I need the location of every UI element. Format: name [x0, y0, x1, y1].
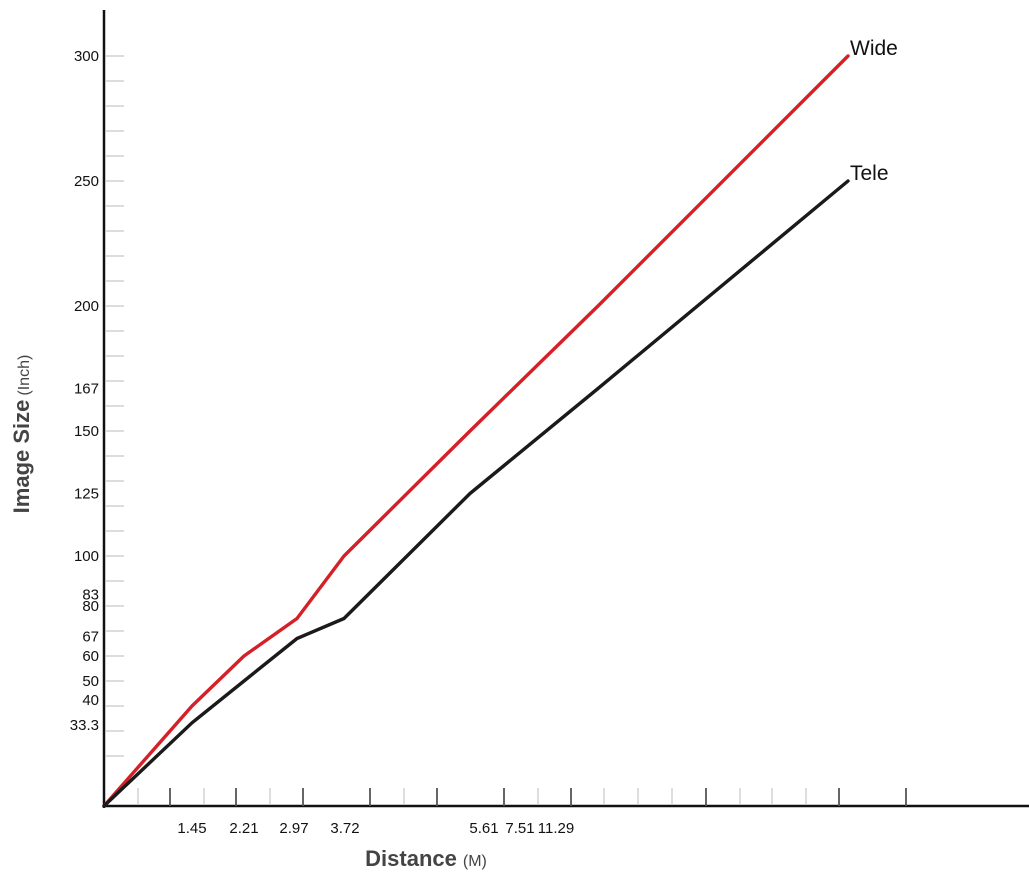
series-label-wide: Wide [850, 37, 898, 60]
y-tick-label: 33.3 [70, 717, 99, 734]
x-tick-label: 3.72 [330, 820, 359, 837]
series-labels: Wide Tele [850, 37, 898, 185]
minor-ticks [106, 55, 807, 804]
y-tick-label: 83 [82, 587, 99, 604]
y-tick-label: 250 [74, 173, 99, 190]
x-tick-label: 5.61 [469, 820, 498, 837]
y-tick-label: 300 [74, 48, 99, 65]
x-axis-title: Distance (M) [365, 846, 487, 871]
y-tick-label: 40 [82, 692, 99, 709]
y-tick-label: 125 [74, 486, 99, 503]
y-tick-label: 200 [74, 298, 99, 315]
y-tick-label: 100 [74, 548, 99, 565]
y-axis-title: Image Size (Inch) [9, 355, 34, 514]
y-tick-label: 50 [82, 673, 99, 690]
series-label-tele: Tele [850, 162, 889, 185]
x-axis-title-text: Distance [365, 846, 457, 871]
x-tick-label: 11.29 [538, 820, 574, 837]
y-tick-label: 167 [74, 381, 99, 398]
series-group [102, 54, 850, 808]
x-tick-labels: 1.45 2.21 2.97 3.72 5.61 7.51 11.29 [177, 820, 574, 837]
y-tick-label: 80 [82, 598, 99, 615]
series-line-wide [102, 54, 850, 808]
x-tick-label: 2.21 [229, 820, 258, 837]
y-axis-unit: (Inch) [16, 355, 33, 396]
y-tick-label: 67 [82, 629, 99, 646]
x-tick-label: 2.97 [279, 820, 308, 837]
x-tick-label: 1.45 [177, 820, 206, 837]
x-major-ticks [169, 788, 907, 806]
x-tick-label: 7.51 [505, 820, 534, 837]
series-line-tele [102, 179, 850, 808]
x-axis-unit: (M) [463, 853, 487, 870]
y-tick-label: 150 [74, 423, 99, 440]
y-tick-label: 60 [82, 648, 99, 665]
y-axis-title-text: Image Size [9, 400, 34, 514]
